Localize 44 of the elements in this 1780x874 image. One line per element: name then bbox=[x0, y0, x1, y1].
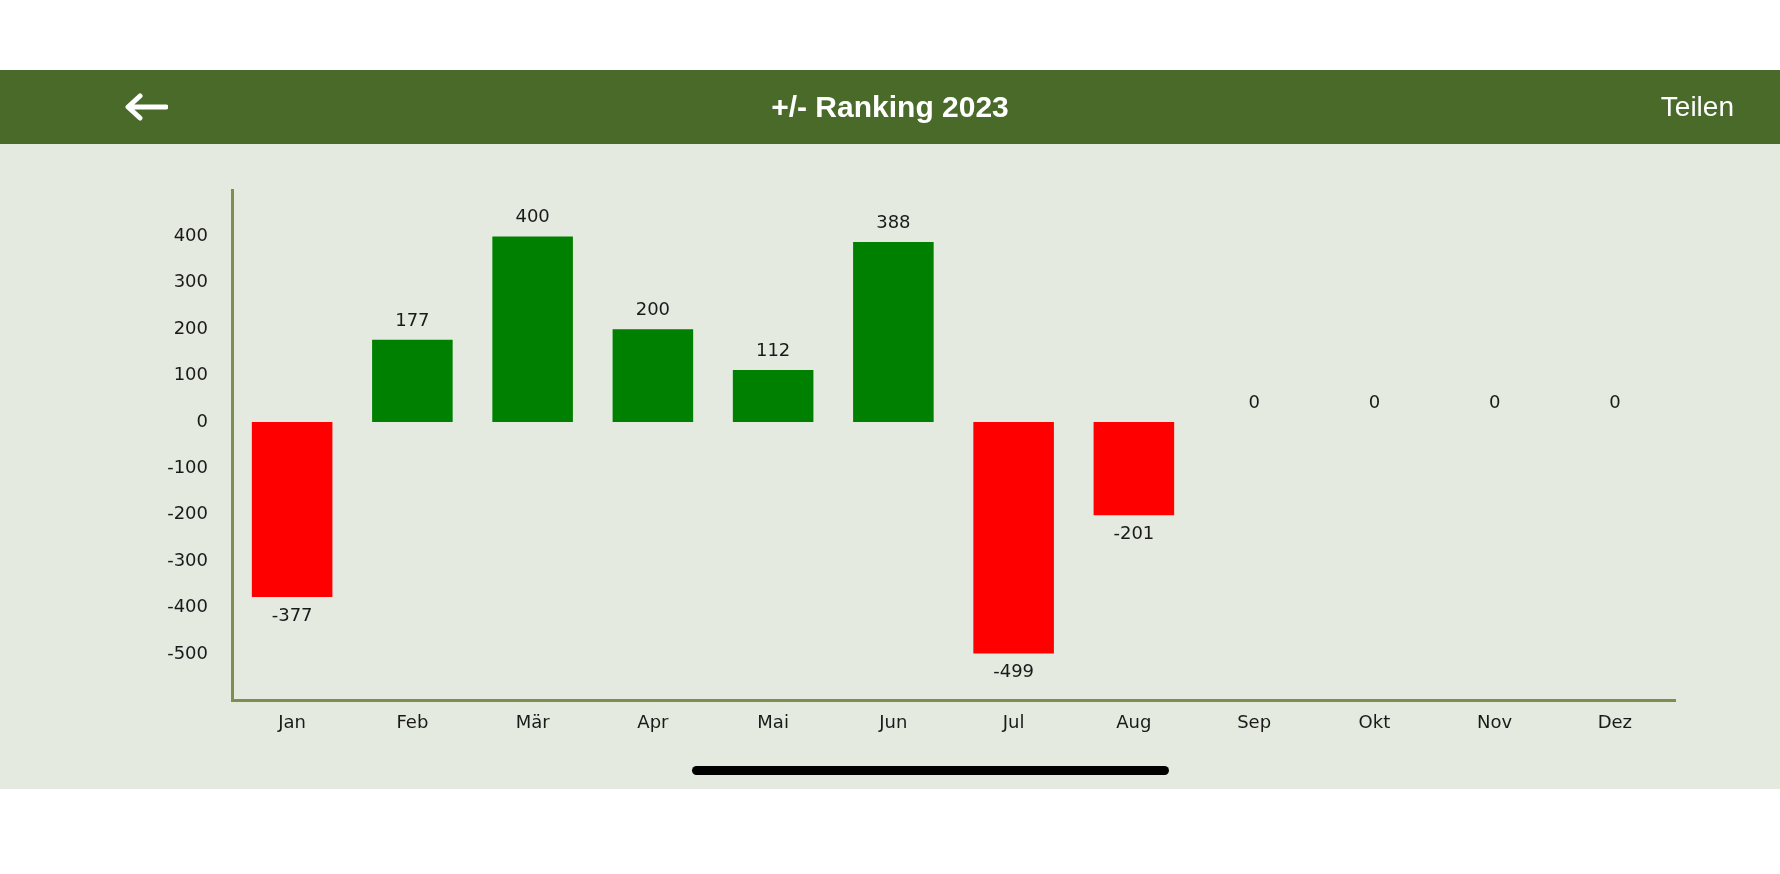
bar bbox=[732, 370, 814, 422]
data-label: -499 bbox=[993, 660, 1035, 682]
y-tick-label: 200 bbox=[173, 316, 208, 338]
x-tick-label: Nov bbox=[1477, 710, 1513, 732]
x-tick-label: Apr bbox=[637, 710, 670, 732]
data-label: 200 bbox=[635, 297, 671, 319]
data-label: 0 bbox=[1368, 390, 1381, 412]
data-label: 0 bbox=[1248, 390, 1260, 412]
data-label: 400 bbox=[515, 205, 550, 227]
x-tick-label: Aug bbox=[1116, 710, 1152, 732]
y-tick-label: 400 bbox=[173, 224, 208, 246]
bar bbox=[251, 422, 333, 597]
x-tick-label: Jul bbox=[1001, 710, 1025, 732]
y-tick-label: -200 bbox=[167, 502, 208, 524]
bar bbox=[1093, 422, 1175, 516]
data-label: 388 bbox=[876, 210, 911, 232]
y-tick-label: -100 bbox=[167, 456, 208, 478]
data-label: -201 bbox=[1113, 521, 1155, 543]
bar bbox=[372, 339, 453, 422]
x-tick-label: Sep bbox=[1237, 710, 1272, 732]
x-tick-label: Mär bbox=[515, 710, 551, 732]
data-label: 0 bbox=[1609, 390, 1621, 412]
x-tick-label: Feb bbox=[396, 710, 429, 732]
x-tick-label: Mai bbox=[757, 710, 789, 732]
bar bbox=[973, 422, 1054, 654]
x-tick-label: Jun bbox=[878, 710, 908, 732]
chart-title: +/- Ranking 2023 bbox=[771, 90, 1009, 123]
data-label: -377 bbox=[271, 603, 313, 625]
y-tick-label: -500 bbox=[167, 641, 208, 663]
data-label: 112 bbox=[755, 338, 791, 360]
y-tick-label: 0 bbox=[196, 409, 208, 431]
x-tick-label: Dez bbox=[1597, 710, 1633, 732]
y-tick-label: 100 bbox=[173, 363, 208, 385]
text: Teilen bbox=[1660, 90, 1734, 124]
data-label: 0 bbox=[1488, 390, 1501, 412]
y-tick-label: 300 bbox=[173, 270, 208, 292]
data-label: 177 bbox=[395, 308, 430, 330]
y-tick-label: -400 bbox=[167, 595, 208, 617]
x-tick-label: Okt bbox=[1358, 710, 1391, 732]
x-tick-label: Jan bbox=[277, 710, 306, 732]
bar bbox=[853, 241, 934, 422]
y-tick-label: -300 bbox=[167, 548, 208, 570]
bar bbox=[492, 236, 573, 422]
bar bbox=[612, 329, 694, 422]
